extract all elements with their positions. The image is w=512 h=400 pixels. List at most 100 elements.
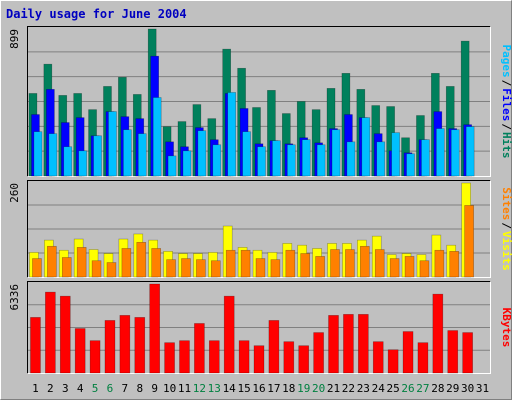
bar xyxy=(268,320,280,374)
bar xyxy=(240,249,251,278)
bar xyxy=(30,317,41,374)
bar xyxy=(32,258,42,278)
bar xyxy=(227,92,236,177)
x-tick-label: 12 xyxy=(193,382,206,395)
bar xyxy=(387,349,399,374)
bar xyxy=(74,328,86,374)
x-tick-label: 10 xyxy=(163,382,176,395)
bar xyxy=(197,130,207,177)
bar xyxy=(328,315,339,374)
bar xyxy=(272,140,281,177)
bar xyxy=(376,141,386,177)
bar xyxy=(45,291,56,374)
bar xyxy=(196,259,206,278)
x-tick-label: 27 xyxy=(416,382,429,395)
bar xyxy=(434,249,445,278)
bar xyxy=(181,258,191,278)
bar xyxy=(287,144,296,177)
bar xyxy=(447,330,459,374)
bar xyxy=(137,133,147,177)
bar xyxy=(242,131,251,177)
legend-entry: Files xyxy=(500,88,512,121)
bar xyxy=(238,340,250,374)
bar xyxy=(372,341,384,374)
bar xyxy=(223,295,235,374)
bar xyxy=(93,135,102,177)
bar xyxy=(315,256,325,278)
bar xyxy=(255,258,266,278)
bar xyxy=(298,345,310,374)
bar xyxy=(432,293,444,374)
bar xyxy=(270,259,281,278)
bar xyxy=(78,150,87,177)
bar xyxy=(76,247,87,278)
legend-entry: Hits xyxy=(500,132,512,159)
bar xyxy=(449,251,460,278)
x-tick-label: 21 xyxy=(327,382,340,395)
bar xyxy=(151,248,161,278)
x-tick-label: 30 xyxy=(461,382,474,395)
bar xyxy=(464,205,474,278)
bar xyxy=(210,260,221,278)
x-tick-label: 13 xyxy=(208,382,221,395)
panel-border xyxy=(27,26,491,177)
bar xyxy=(164,342,175,374)
y-tick-label: 260 xyxy=(8,183,21,203)
bar xyxy=(61,257,72,278)
legend-separator: / xyxy=(500,222,512,229)
legend: KBytes xyxy=(500,308,512,348)
x-tick-label: 29 xyxy=(446,382,459,395)
x-tick-label: 20 xyxy=(312,382,325,395)
bar xyxy=(106,262,117,278)
panel-border xyxy=(27,281,491,374)
panel-border xyxy=(27,180,491,278)
x-tick-label: 14 xyxy=(223,382,237,395)
bar xyxy=(358,314,369,374)
legend-entry: Visits xyxy=(500,231,512,271)
x-tick-label: 28 xyxy=(431,382,444,395)
panel-border xyxy=(27,281,491,374)
bar xyxy=(166,259,176,278)
bar xyxy=(253,345,265,374)
x-tick-label: 19 xyxy=(297,382,310,395)
bar xyxy=(450,129,460,177)
legend-entry: KBytes xyxy=(500,308,512,348)
bar xyxy=(346,141,356,177)
x-tick-label: 17 xyxy=(267,382,280,395)
legend: Pages/Files/Hits xyxy=(500,45,512,159)
bar xyxy=(300,253,311,278)
legend: Sites / Visits xyxy=(500,187,512,271)
legend-separator: / xyxy=(500,80,512,87)
x-tick-label: 8 xyxy=(136,382,143,395)
chart-title: Daily usage for June 2004 xyxy=(6,7,187,21)
legend-entry: Sites xyxy=(500,187,512,220)
bar xyxy=(63,146,73,177)
bar xyxy=(404,256,415,278)
bar xyxy=(391,132,400,177)
bar xyxy=(343,314,354,374)
bar xyxy=(421,139,430,177)
bar xyxy=(301,139,311,177)
bar xyxy=(149,283,160,374)
bar xyxy=(417,342,429,374)
bar xyxy=(121,248,132,278)
y-tick-label: 899 xyxy=(8,29,21,49)
x-tick-label: 4 xyxy=(77,382,84,395)
x-tick-label: 24 xyxy=(372,382,386,395)
x-tick-label: 22 xyxy=(342,382,355,395)
bar xyxy=(194,323,205,374)
bar xyxy=(89,340,101,374)
x-tick-label: 3 xyxy=(62,382,69,395)
bar xyxy=(462,332,473,374)
bar xyxy=(108,111,117,177)
bar xyxy=(47,245,57,278)
bar xyxy=(419,260,430,278)
bar xyxy=(316,144,326,177)
bar xyxy=(257,146,266,177)
bar xyxy=(152,97,162,177)
x-tick-label: 6 xyxy=(107,382,114,395)
bar xyxy=(134,317,146,374)
